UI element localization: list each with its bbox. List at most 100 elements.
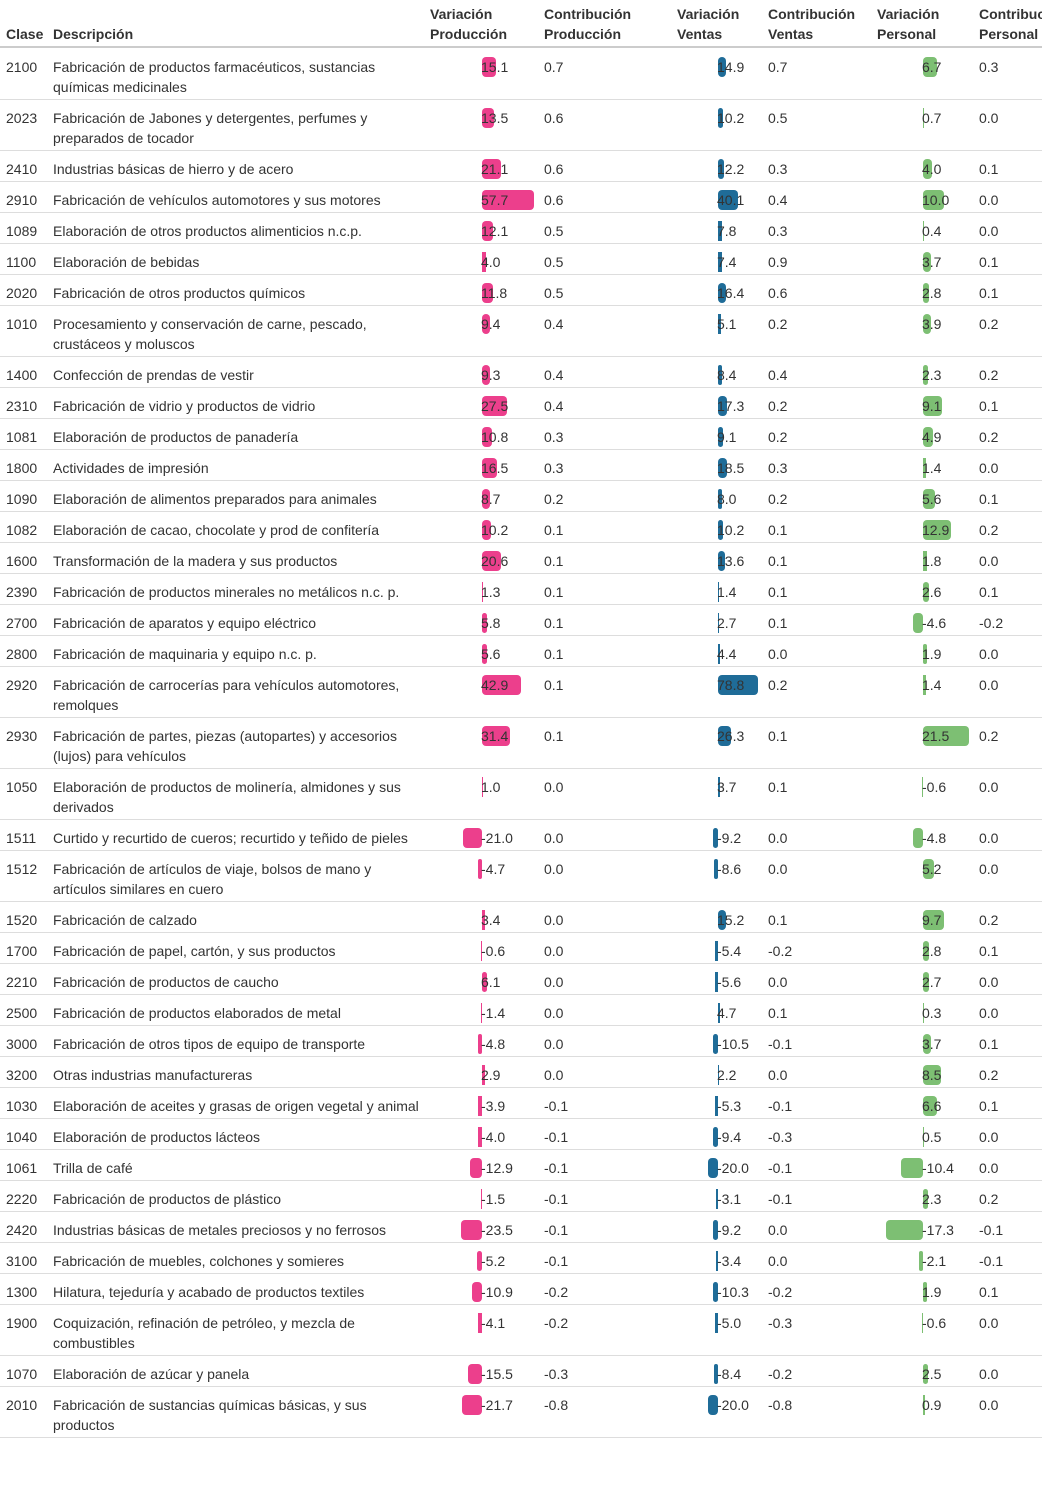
contrib-ventas-cell: 0.3 <box>768 460 788 476</box>
descripcion-cell: Elaboración de alimentos preparados para… <box>53 491 377 507</box>
contrib-personal-cell: -0.2 <box>979 615 1004 631</box>
var-personal-bar <box>921 1313 923 1333</box>
var-prod-label: -12.9 <box>481 1160 513 1176</box>
var-prod-bar <box>482 777 483 797</box>
table-row: 3000 Fabricación de otros tipos de equipo… <box>0 1025 1042 1057</box>
contrib-ventas-cell: 0.6 <box>768 285 788 301</box>
var-prod-bar <box>482 582 484 602</box>
contrib-prod-cell: 0.4 <box>544 316 564 332</box>
contrib-personal-cell: 0.0 <box>979 646 999 662</box>
var-ventas-bar <box>716 1189 718 1209</box>
var-prod-label: -21.0 <box>481 830 513 846</box>
var-personal-label: 6.6 <box>922 1098 942 1114</box>
contrib-prod-cell: 0.5 <box>544 254 564 270</box>
var-personal-label: 3.9 <box>922 316 942 332</box>
contrib-prod-cell: -0.1 <box>544 1098 569 1114</box>
var-ventas-bar <box>718 910 726 930</box>
descripcion-cell: Elaboración de productos de panadería <box>53 429 299 445</box>
table-row: 2920 Fabricación de carrocerías para vehí… <box>0 666 1042 718</box>
var-ventas-bar <box>707 1158 718 1178</box>
table-row: 1090 Elaboración de alimentos preparados … <box>0 480 1042 512</box>
var-prod-label: -1.4 <box>481 1005 506 1021</box>
header-contrib-ventas: Contribución Ventas <box>768 6 856 42</box>
var-prod-bar <box>482 396 507 416</box>
contrib-personal-cell: 0.2 <box>979 1191 999 1207</box>
var-ventas-label: -3.1 <box>717 1191 742 1207</box>
table-row: 3200 Otras industrias manufactureras 2.9 2.… <box>0 1056 1042 1088</box>
descripcion-cell: Fabricación de otros tipos de equipo de … <box>53 1036 366 1052</box>
contrib-personal-cell: 0.2 <box>979 1067 999 1083</box>
var-prod-label: -1.5 <box>481 1191 506 1207</box>
contrib-ventas-cell: 0.0 <box>768 861 788 877</box>
var-personal-label: 3.7 <box>922 254 942 270</box>
var-ventas-bar <box>718 221 722 241</box>
var-ventas-bar <box>718 283 727 303</box>
var-prod-label: -10.9 <box>481 1284 513 1300</box>
contrib-ventas-cell: 0.1 <box>768 615 788 631</box>
table-row: 2100 Fabricación de productos farmacéutic… <box>0 48 1042 100</box>
clase-cell: 1520 <box>6 912 38 928</box>
var-personal-bar <box>923 582 929 602</box>
var-personal-label: 9.7 <box>922 912 942 928</box>
descripcion-cell: Fabricación de calzado <box>53 912 197 928</box>
clase-cell: 2390 <box>6 584 38 600</box>
var-ventas-label: 18.5 <box>717 460 745 476</box>
table-row: 2910 Fabricación de vehículos automotores… <box>0 181 1042 213</box>
var-ventas-bar <box>718 190 739 210</box>
clase-cell: 1400 <box>6 367 38 383</box>
var-ventas-label: -9.2 <box>717 830 742 846</box>
var-ventas-label: 4.7 <box>717 1005 737 1021</box>
var-ventas-bar <box>718 252 722 272</box>
var-personal-bar <box>921 777 923 797</box>
var-ventas-bar <box>718 520 724 540</box>
contrib-ventas-cell: 0.2 <box>768 316 788 332</box>
var-prod-label: 10.8 <box>481 429 509 445</box>
var-personal-bar <box>885 1220 923 1240</box>
descripcion-cell: Fabricación de productos farmacéuticos, … <box>53 59 376 95</box>
descripcion-cell: Fabricación de carrocerías para vehículo… <box>53 677 400 713</box>
var-personal-label: -4.6 <box>922 615 947 631</box>
contrib-prod-cell: 0.0 <box>544 830 564 846</box>
var-ventas-label: 16.4 <box>717 285 745 301</box>
header-var-ventas: Variación Ventas <box>677 6 740 42</box>
contrib-personal-cell: -0.1 <box>979 1253 1004 1269</box>
var-ventas-bar <box>713 828 718 848</box>
var-ventas-bar <box>718 551 725 571</box>
contrib-prod-cell: -0.8 <box>544 1397 569 1413</box>
clase-cell: 2930 <box>6 728 38 744</box>
header-row: Clase Descripción Variación Producción Co… <box>0 0 1042 48</box>
var-ventas-bar <box>718 582 719 602</box>
contrib-personal-cell: 0.1 <box>979 254 999 270</box>
var-prod-bar <box>477 1251 482 1271</box>
var-prod-bar <box>481 941 482 961</box>
var-prod-bar <box>478 1313 482 1333</box>
var-prod-bar <box>482 190 534 210</box>
clase-cell: 3200 <box>6 1067 38 1083</box>
contrib-ventas-cell: 0.1 <box>768 522 788 538</box>
header-var-personal: Variación Personal <box>877 6 940 42</box>
var-prod-bar <box>482 458 497 478</box>
contrib-personal-cell: 0.1 <box>979 491 999 507</box>
contrib-ventas-cell: 0.9 <box>768 254 788 270</box>
clase-cell: 2100 <box>6 59 38 75</box>
var-ventas-label: 78.8 <box>717 677 745 693</box>
table-row: 1300 Hilatura, tejeduría y acabado de pro… <box>0 1273 1042 1305</box>
var-personal-label: 2.5 <box>922 1366 942 1382</box>
contrib-prod-cell: 0.4 <box>544 367 564 383</box>
descripcion-cell: Elaboración de cacao, chocolate y prod d… <box>53 522 380 538</box>
var-ventas-bar <box>713 859 718 879</box>
contrib-prod-cell: 0.1 <box>544 677 564 693</box>
contrib-personal-cell: 0.1 <box>979 943 999 959</box>
contrib-prod-cell: 0.3 <box>544 429 564 445</box>
descripcion-cell: Elaboración de bebidas <box>53 254 200 270</box>
table-row: 2010 Fabricación de sustancias químicas b… <box>0 1386 1042 1438</box>
var-ventas-bar <box>715 1313 718 1333</box>
var-personal-bar <box>923 252 931 272</box>
var-ventas-label: 9.1 <box>717 429 737 445</box>
var-prod-bar <box>482 910 486 930</box>
contrib-ventas-cell: 0.5 <box>768 110 788 126</box>
contrib-ventas-cell: -0.1 <box>768 1098 793 1114</box>
var-ventas-label: 7.4 <box>717 254 737 270</box>
var-prod-label: -3.9 <box>481 1098 506 1114</box>
var-prod-bar <box>482 252 486 272</box>
